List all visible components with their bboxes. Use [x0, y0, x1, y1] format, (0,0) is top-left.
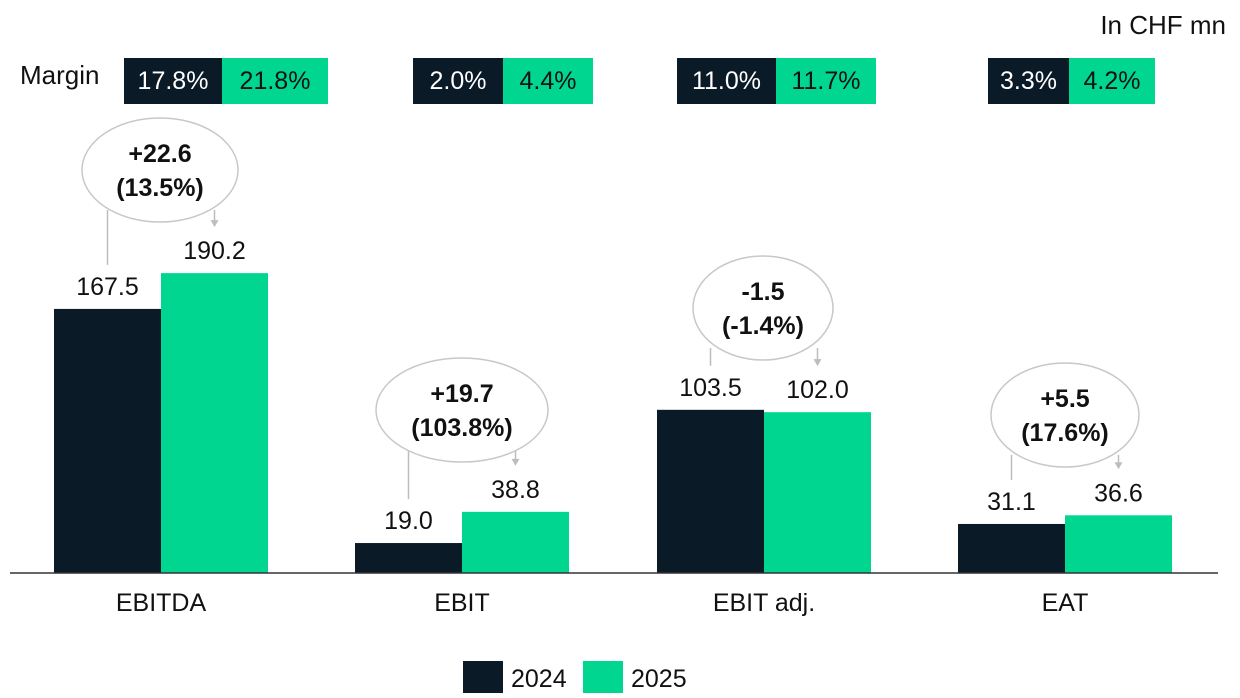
category-label: EBIT: [434, 589, 490, 617]
margin-value-2025: 4.4%: [520, 67, 577, 95]
delta-bubble: [692, 255, 834, 361]
margin-value-2025: 4.2%: [1084, 67, 1141, 95]
bar-ebit-adj--2024: [657, 409, 764, 573]
value-label-2025: 36.6: [1094, 479, 1143, 507]
delta-absolute: -1.5: [741, 278, 784, 306]
unit-label: In CHF mn: [1100, 10, 1226, 40]
margin-box-2025: [503, 58, 593, 104]
delta-percent: (17.6%): [1021, 419, 1109, 447]
delta-bubble: [81, 117, 239, 223]
delta-percent: (13.5%): [116, 174, 204, 202]
legend: 2024 2025: [463, 661, 687, 693]
margin-value-2024: 3.3%: [1000, 67, 1057, 95]
bar-eat-2024: [958, 523, 1065, 573]
delta-absolute: +19.7: [430, 380, 493, 408]
margin-box-2024: [124, 58, 222, 104]
bar-ebitda-2025: [161, 273, 268, 573]
bar-ebit-adj--2025: [764, 412, 871, 573]
category-label: EBITDA: [116, 589, 207, 617]
delta-arrowhead: [813, 359, 822, 367]
delta-absolute: +5.5: [1040, 385, 1089, 413]
chart-marks: 167.5 190.2 EBITDA 17.8% 21.8% +22.6 (13.5%) 19…: [54, 58, 1172, 617]
margin-box-2025: [222, 58, 328, 104]
margin-row-label: Margin: [20, 60, 99, 90]
bar-ebit-2024: [355, 543, 462, 573]
margin-value-2025: 11.7%: [791, 67, 860, 95]
legend-swatch-2025: [583, 661, 623, 693]
delta-arrowhead: [210, 220, 219, 228]
legend-label-2025: 2025: [631, 665, 687, 693]
margin-box-2025: [776, 58, 876, 104]
category-label: EAT: [1042, 589, 1089, 617]
margin-value-2024: 17.8%: [138, 67, 209, 95]
value-label-2025: 102.0: [786, 376, 849, 404]
category-label: EBIT adj.: [713, 589, 815, 617]
margin-value-2024: 11.0%: [692, 67, 761, 95]
value-label-2025: 190.2: [183, 237, 246, 265]
bar-ebitda-2024: [54, 308, 161, 573]
margin-box-2024: [413, 58, 503, 104]
value-label-2024: 19.0: [384, 507, 433, 535]
bar-ebit-2025: [462, 511, 569, 573]
delta-percent: (-1.4%): [722, 312, 804, 340]
delta-bubble: [375, 357, 549, 463]
value-label-2024: 103.5: [679, 374, 742, 402]
delta-arrowhead: [1114, 462, 1123, 470]
margin-box-2024: [988, 58, 1069, 104]
value-label-2024: 31.1: [987, 488, 1036, 516]
value-label-2024: 167.5: [76, 273, 139, 301]
delta-arrowhead: [511, 458, 520, 466]
bar-eat-2025: [1065, 515, 1172, 573]
legend-swatch-2024: [463, 661, 503, 693]
margin-value-2024: 2.0%: [430, 67, 487, 95]
margin-value-2025: 21.8%: [240, 67, 311, 95]
margin-box-2024: [677, 58, 776, 104]
delta-absolute: +22.6: [128, 140, 191, 168]
margin-box-2025: [1069, 58, 1155, 104]
legend-label-2024: 2024: [511, 665, 567, 693]
delta-percent: (103.8%): [411, 414, 512, 442]
value-label-2025: 38.8: [491, 476, 540, 504]
delta-bubble: [990, 362, 1140, 468]
